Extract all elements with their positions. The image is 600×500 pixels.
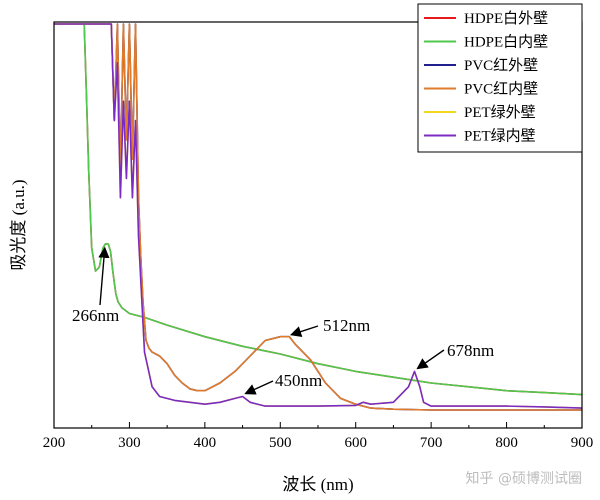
series-lines xyxy=(54,23,583,411)
annotations: 266nm 512nm 450nm 678nm xyxy=(72,246,494,395)
series-line-4 xyxy=(54,23,582,411)
watermark: 知乎 @硕博测试圈 xyxy=(465,471,582,487)
annotation-arrow xyxy=(290,325,319,337)
x-tick-label: 600 xyxy=(344,435,367,451)
annotation-arrow xyxy=(416,349,445,370)
y-axis-label: 吸光度 (a.u.) xyxy=(9,179,28,270)
legend-label: PET绿内壁 xyxy=(464,128,536,145)
x-tick-label: 300 xyxy=(118,435,141,451)
x-tick-label: 900 xyxy=(571,435,594,451)
annotation-label: 450nm xyxy=(275,371,322,390)
legend-label: HDPE白外壁 xyxy=(464,10,548,27)
annotation-arrow xyxy=(98,246,110,306)
x-tick-label: 800 xyxy=(495,435,518,451)
legend-label: PVC红内壁 xyxy=(464,81,538,98)
legend-label: PVC红外壁 xyxy=(464,57,538,74)
x-tick-label: 500 xyxy=(269,435,292,451)
x-tick-label: 700 xyxy=(420,435,443,451)
annotation-label: 678nm xyxy=(447,341,494,360)
annotation-arrow xyxy=(244,380,274,395)
x-tick-label: 400 xyxy=(194,435,217,451)
x-tick-label: 200 xyxy=(43,435,66,451)
annotation-label: 512nm xyxy=(323,316,370,335)
annotation-label: 266nm xyxy=(72,306,119,325)
legend: HDPE白外壁 HDPE白内壁 PVC红外壁 PVC红内壁 PET绿外壁 PET绿内壁 xyxy=(417,3,583,153)
series-line-6 xyxy=(54,23,583,409)
x-axis-ticks: 200 300 400 500 600 700 800 900 xyxy=(43,422,594,451)
legend-box xyxy=(417,3,583,153)
legend-label: PET绿外壁 xyxy=(464,104,536,121)
x-axis-label: 波长 (nm) xyxy=(282,475,353,494)
legend-label: HDPE白内壁 xyxy=(464,34,548,51)
series-line-2 xyxy=(83,23,583,396)
